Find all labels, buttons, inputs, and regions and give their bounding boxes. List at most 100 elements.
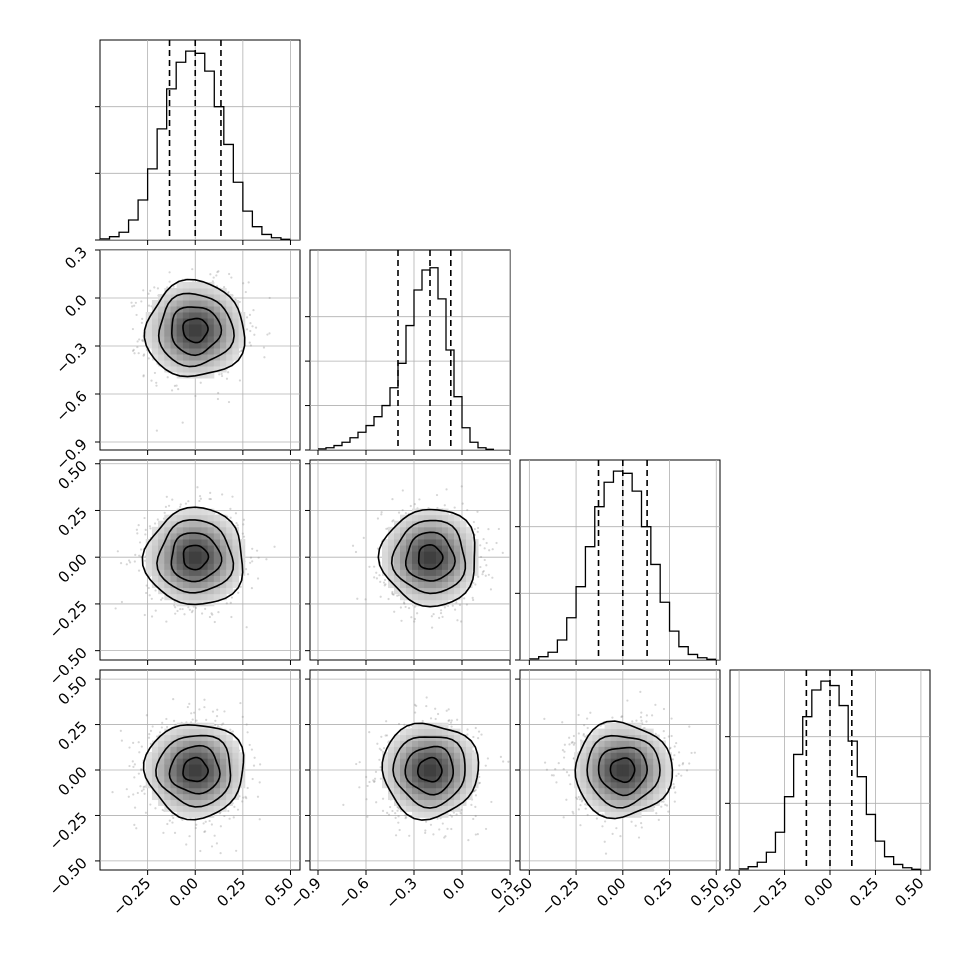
density-cell (189, 793, 196, 801)
density-cell (430, 520, 437, 528)
scatter-point (142, 375, 145, 378)
density-cell (164, 775, 171, 783)
density-cell (189, 599, 196, 607)
panel-background (309, 249, 511, 451)
scatter-point (368, 731, 371, 734)
density-cell (586, 781, 593, 789)
density-cell (226, 581, 233, 589)
density-cell (226, 342, 233, 349)
scatter-point (436, 712, 440, 716)
density-cell (436, 593, 443, 601)
density-cell (604, 746, 612, 753)
scatter-point (429, 823, 433, 826)
y-tick-label: 0.3 (61, 243, 91, 273)
density-cell (176, 318, 184, 325)
density-cell (164, 336, 171, 343)
contour-line (170, 532, 223, 583)
scatter-point (159, 598, 163, 601)
density-cell (232, 569, 240, 576)
scatter-point (235, 521, 238, 525)
density-cell (430, 575, 437, 582)
scatter-point (256, 795, 260, 798)
scatter-point (572, 812, 575, 815)
density-cell (201, 324, 209, 331)
density-cell (610, 781, 618, 789)
scatter-point (250, 587, 254, 590)
density-cell (164, 306, 171, 313)
density-cell (592, 734, 600, 741)
scatter-point (259, 763, 262, 766)
scatter-point (577, 713, 580, 717)
density-cell (170, 360, 178, 367)
density-cell (182, 811, 190, 818)
density-cell (424, 532, 431, 540)
scatter-point (477, 730, 481, 733)
density-cell (201, 551, 209, 558)
scatter-point (472, 817, 475, 821)
density-cell (430, 793, 437, 801)
scatter-point (466, 508, 469, 512)
scatter-point (626, 699, 629, 702)
scatter-point (240, 349, 243, 352)
scatter-point (543, 717, 546, 720)
density-cell (442, 520, 449, 528)
density-cell (622, 781, 630, 789)
density-cell (151, 324, 159, 331)
panel-background (519, 459, 721, 661)
density-cell (592, 752, 600, 759)
density-cell (616, 770, 624, 777)
density-cell (442, 728, 449, 736)
scatter-point (138, 338, 141, 341)
density-cell (586, 734, 593, 741)
scatter-point (138, 541, 142, 544)
density-cell (412, 722, 419, 730)
density-cell (418, 799, 425, 806)
density-cell (207, 805, 215, 812)
scatter-point (397, 511, 401, 514)
scatter-point (385, 527, 388, 530)
density-cell (176, 520, 184, 528)
density-cell (592, 781, 600, 789)
scatter-point (209, 273, 212, 276)
scatter-point (366, 815, 369, 818)
density-cell (448, 575, 455, 582)
density-cell (182, 282, 190, 289)
scatter-point (245, 723, 248, 726)
density-cell (580, 770, 587, 777)
scatter-point (139, 548, 143, 551)
scatter-point (142, 354, 145, 357)
density-cell (430, 770, 437, 777)
scatter-point (478, 781, 481, 784)
density-cell (454, 764, 461, 771)
scatter-point (210, 612, 213, 615)
scatter-point (171, 814, 174, 817)
density-cell (195, 551, 202, 558)
scatter-point (143, 792, 146, 795)
scatter-point (249, 561, 252, 564)
density-cell (460, 545, 467, 552)
scatter-point (154, 807, 157, 810)
density-cell (195, 312, 202, 319)
density-cell (170, 746, 178, 753)
scatter-point (245, 316, 249, 319)
scatter-point (195, 719, 198, 722)
scatter-point (354, 550, 358, 554)
density-cell (574, 770, 581, 777)
scatter-point (149, 289, 152, 292)
density-cell (213, 557, 221, 564)
density-cell (448, 538, 455, 546)
density-cell (151, 569, 159, 576)
density-cell (586, 775, 593, 783)
density-cell (394, 770, 401, 777)
contour-line (141, 506, 244, 606)
density-cell (226, 587, 233, 595)
scatter-point (244, 290, 247, 294)
scatter-point (640, 822, 643, 825)
scatter-point (445, 488, 448, 491)
density-cell (424, 514, 431, 522)
density-cell (207, 545, 215, 552)
density-cell (176, 514, 184, 522)
density-cell (232, 342, 240, 349)
scatter-point (397, 806, 400, 809)
density-cell (201, 526, 209, 534)
